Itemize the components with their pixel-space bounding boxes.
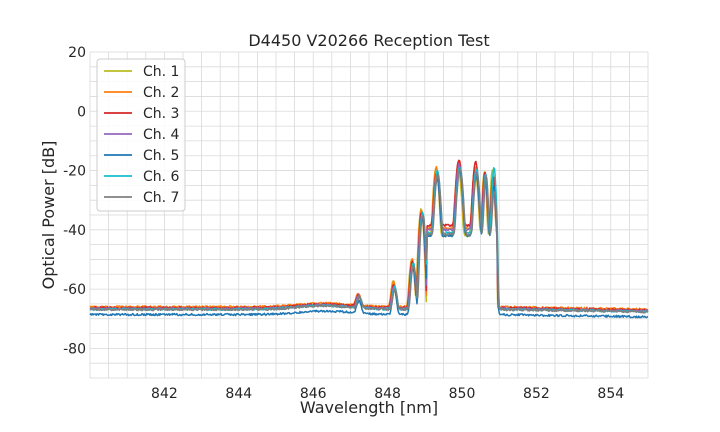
legend-label: Ch. 4 bbox=[143, 127, 180, 143]
y-tick-label: 0 bbox=[77, 104, 86, 120]
y-tick-label: -20 bbox=[63, 164, 86, 180]
x-tick-label: 842 bbox=[151, 386, 178, 402]
legend-label: Ch. 1 bbox=[143, 64, 179, 80]
x-tick-label: 844 bbox=[225, 386, 252, 402]
x-axis-label: Wavelength [nm] bbox=[300, 398, 438, 417]
legend-label: Ch. 2 bbox=[143, 85, 179, 101]
y-tick-label: -80 bbox=[63, 341, 86, 357]
legend-box bbox=[96, 58, 186, 212]
x-tick-label: 854 bbox=[597, 386, 624, 402]
y-axis-label: Optical Power [dB] bbox=[39, 141, 58, 290]
legend-label: Ch. 3 bbox=[143, 106, 179, 122]
series-group bbox=[89, 159, 649, 319]
series-line bbox=[89, 169, 648, 319]
legend-label: Ch. 7 bbox=[143, 190, 179, 206]
y-tick-label: 20 bbox=[68, 45, 86, 61]
x-tick-label: 852 bbox=[523, 386, 550, 402]
series-line bbox=[89, 168, 649, 314]
chart-title: D4450 V20266 Reception Test bbox=[248, 31, 489, 50]
legend-label: Ch. 6 bbox=[143, 169, 180, 185]
tick-labels: 842 844 846 848 850 852 854 20 0 -20 -40 -60 -80 bbox=[63, 45, 624, 402]
legend-label: Ch. 5 bbox=[143, 148, 179, 164]
x-tick-label: 848 bbox=[374, 386, 401, 402]
x-tick-label: 850 bbox=[449, 386, 476, 402]
y-tick-label: -60 bbox=[63, 282, 86, 298]
legend: Ch. 1 Ch. 2 Ch. 3 Ch. 4 Ch. 5 Ch. 6 Ch. 7 bbox=[96, 58, 186, 212]
x-tick-label: 846 bbox=[300, 386, 327, 402]
y-tick-label: -40 bbox=[63, 223, 86, 239]
